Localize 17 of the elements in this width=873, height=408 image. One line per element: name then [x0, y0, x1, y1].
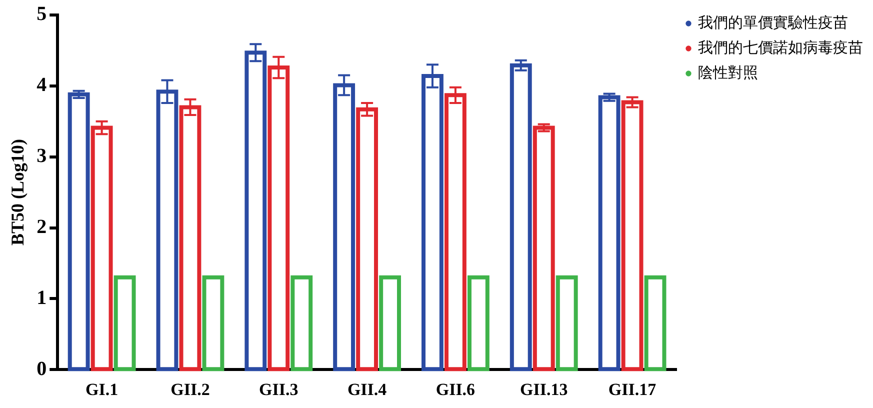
legend-label: 我們的單價實驗性疫苗: [698, 14, 848, 32]
y-tick-label: 2: [36, 216, 47, 238]
y-tick-label: 3: [36, 145, 47, 168]
y-tick-label: 1: [36, 286, 47, 309]
legend-label: 陰性對照: [698, 64, 758, 82]
y-tick-label: 4: [36, 74, 47, 96]
x-tick-label: GII.4: [347, 380, 388, 400]
x-tick-label: GII.2: [170, 380, 210, 400]
x-tick-label: GI.1: [86, 380, 118, 400]
y-tick-label: 0: [36, 358, 47, 380]
x-tick-label: GII.3: [259, 380, 298, 400]
legend-label: 我們的七價諾如病毒疫苗: [698, 39, 863, 56]
x-tick-label: GII.17: [608, 380, 657, 400]
x-tick-label: GII.13: [520, 380, 568, 400]
x-tick-label: GII.6: [436, 380, 476, 400]
y-tick-label: 5: [36, 3, 47, 26]
y-axis-title: BT50 (Log10): [7, 139, 28, 246]
